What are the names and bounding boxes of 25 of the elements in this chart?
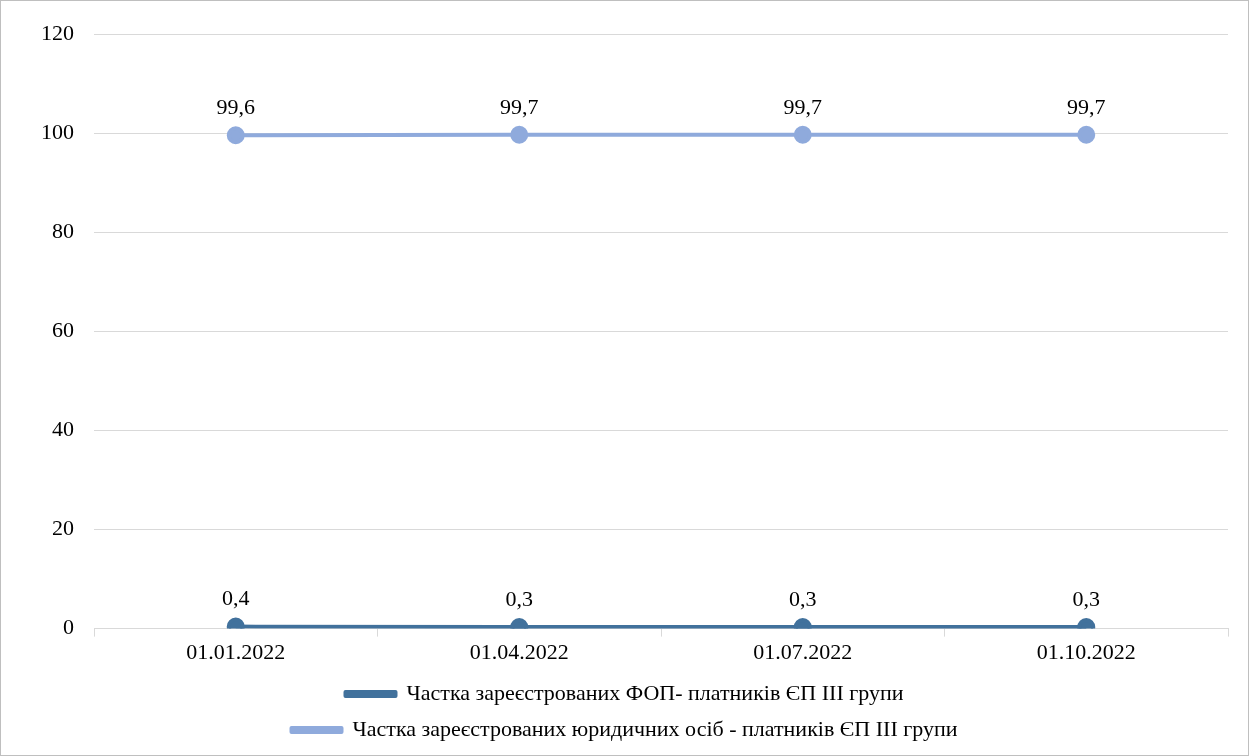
data-label: 99,7: [1067, 93, 1106, 119]
y-tick-label: 100: [41, 119, 74, 145]
x-tick-label: 01.04.2022: [469, 638, 569, 664]
data-label: 99,7: [500, 93, 539, 119]
data-label: 99,7: [783, 93, 822, 119]
y-tick-label: 80: [52, 218, 74, 244]
y-tick-label: 0: [63, 614, 74, 640]
x-tick-label: 01.10.2022: [1036, 638, 1136, 664]
data-label: 0,3: [505, 585, 533, 611]
data-label: 99,6: [216, 94, 255, 120]
y-tick-label: 60: [52, 317, 74, 343]
data-label: 0,4: [222, 585, 250, 611]
x-tick-label: 01.01.2022: [186, 638, 286, 664]
point: [1077, 125, 1096, 144]
y-tick-label: 120: [41, 19, 74, 45]
legend-label: Частка зареєстрованих юридичних осіб - платників ЄП ІІІ групи: [352, 715, 958, 741]
data-label: 0,3: [789, 585, 817, 611]
legend-label: Частка зареєстрованих ФОП- платників ЄП ІІІ групи: [406, 679, 904, 705]
point: [226, 126, 245, 145]
data-label: 0,3: [1072, 585, 1100, 611]
point: [510, 125, 529, 144]
x-tick-label: 01.07.2022: [753, 638, 853, 664]
y-tick-label: 20: [52, 515, 74, 541]
point: [793, 125, 812, 144]
y-tick-label: 40: [52, 416, 74, 442]
